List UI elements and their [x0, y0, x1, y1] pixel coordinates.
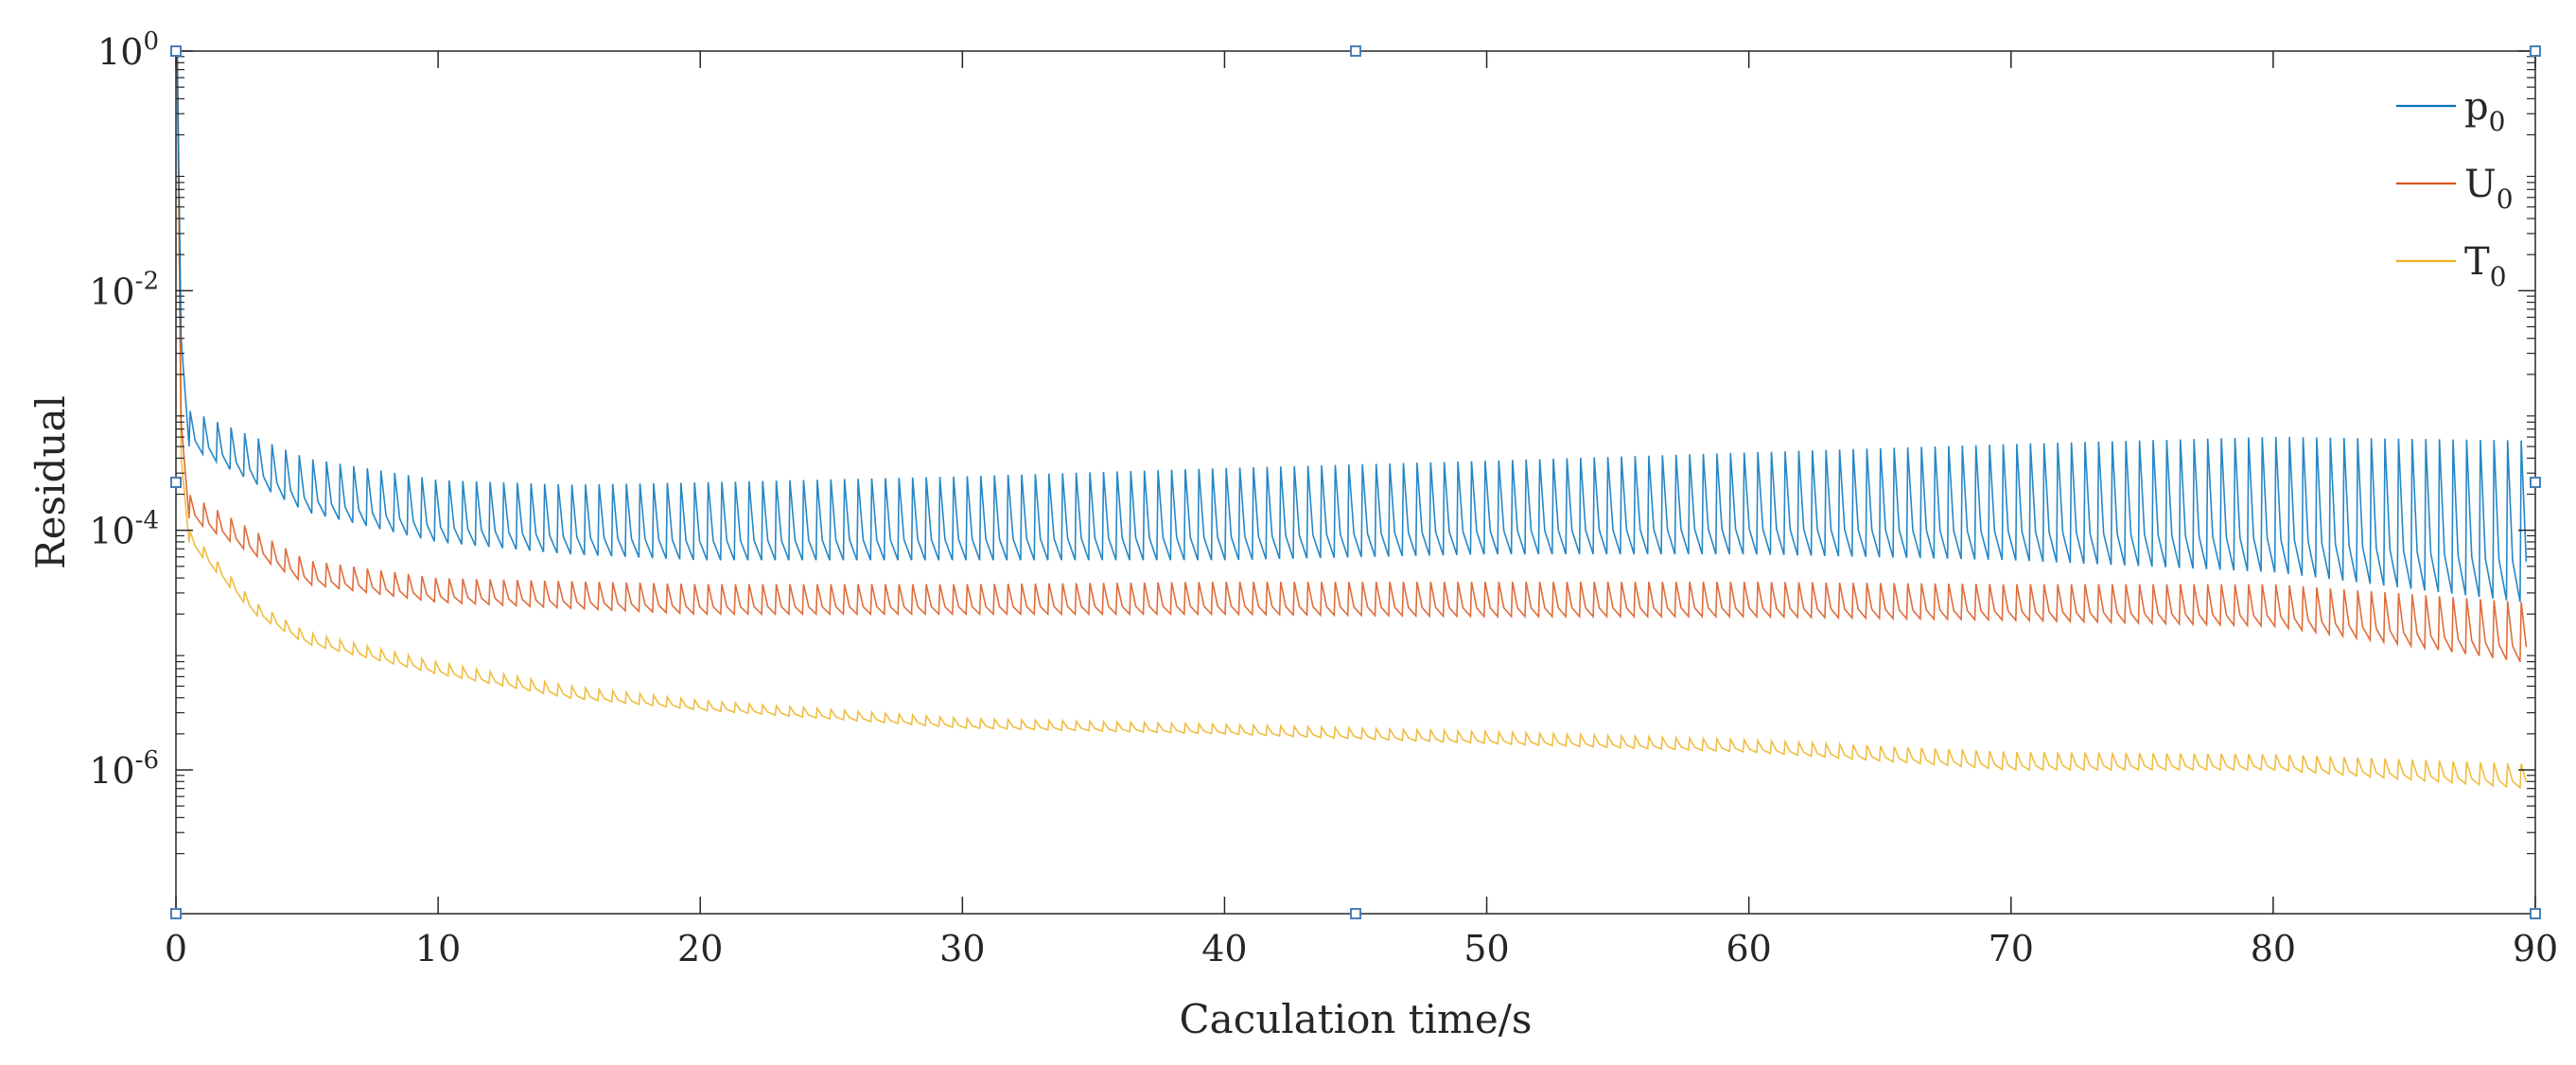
legend-label-U: U0	[2464, 163, 2514, 215]
plot-area-background	[176, 51, 2535, 914]
series-line-T	[176, 57, 2528, 790]
y-tick-label: 10-6	[89, 746, 159, 792]
x-tick-label: 80	[2251, 928, 2296, 969]
x-tick-label: 70	[1989, 928, 2034, 969]
x-tick-label: 50	[1463, 928, 1509, 969]
series-layer	[176, 57, 2528, 790]
x-axis-title: Caculation time/s	[1180, 996, 1533, 1042]
x-tick-label: 40	[1201, 928, 1247, 969]
y-tick-label: 10-4	[89, 507, 159, 552]
x-tick-label: 20	[677, 928, 723, 969]
selection-handle	[170, 908, 182, 919]
x-tick-label: 60	[1726, 928, 1771, 969]
x-tick-label: 0	[165, 928, 187, 969]
selection-handle	[2530, 908, 2541, 919]
ticks-layer: 0 10 20 30 40 50 60 70 80 90 100 10-2 10-4 10-6	[89, 27, 2558, 969]
series-line-p	[176, 57, 2528, 602]
x-tick-label: 30	[939, 928, 985, 969]
y-axis-title: Residual	[27, 395, 74, 569]
legend-label-T: T0	[2464, 240, 2507, 292]
selection-handle	[2530, 45, 2541, 57]
x-tick-label: 90	[2513, 928, 2558, 969]
x-tick-label: 10	[415, 928, 461, 969]
selection-handle	[2530, 477, 2541, 488]
y-tick-label: 100	[97, 27, 159, 73]
selection-handles	[170, 45, 2541, 919]
legend-label-p: p0	[2464, 85, 2505, 137]
selection-handle	[1350, 45, 1361, 57]
selection-handle	[170, 45, 182, 57]
selection-handle	[1350, 908, 1361, 919]
selection-handle	[170, 477, 182, 488]
legend: p0 U0 T0	[2396, 85, 2514, 292]
series-line-U	[176, 57, 2528, 663]
y-tick-label: 10-2	[89, 267, 159, 312]
